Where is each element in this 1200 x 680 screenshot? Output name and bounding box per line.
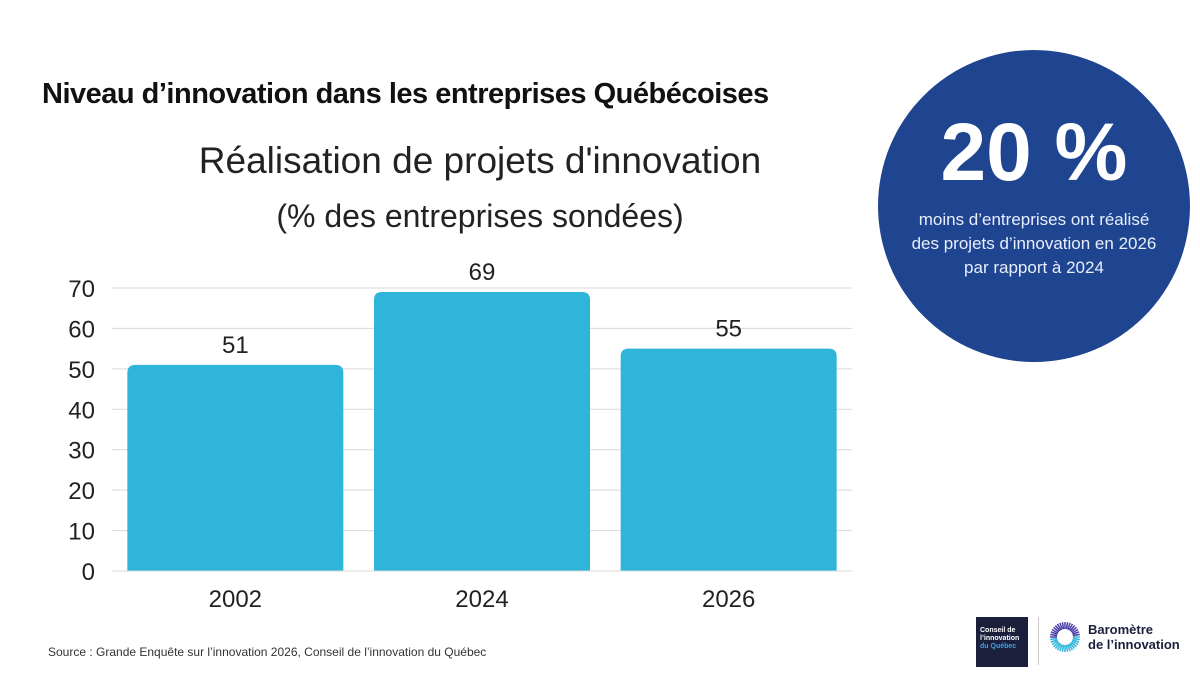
bar [374,292,590,571]
data-label: 55 [715,316,742,343]
x-tick-label: 2024 [455,586,508,613]
y-tick-label: 10 [68,519,95,546]
bar [127,364,344,571]
bar [620,348,837,571]
barometre-ring-icon [1050,622,1080,652]
callout-line: moins d’entreprises ont réalisé [918,210,1150,229]
callout-circle: 20 % moins d’entreprises ont réalisé des… [878,50,1190,362]
y-tick-label: 0 [82,559,95,586]
x-tick-label: 2026 [702,586,755,613]
logo-text: Conseil de [980,627,1016,634]
logo-text: l’innovation [980,635,1020,642]
chart-subtitle: (% des entreprises sondées) [276,198,684,234]
conseil-logo: Conseil de l’innovation du Québec [976,617,1028,667]
y-tick-label: 70 [68,276,95,303]
logo-text: de l’innovation [1088,637,1180,652]
y-tick-label: 60 [68,316,95,343]
logo-divider [1038,617,1039,665]
logo-text: Baromètre [1088,622,1154,637]
data-label: 51 [222,332,249,359]
y-tick-label: 20 [68,478,95,505]
callout-line: des projets d’innovation en 2026 [911,234,1157,253]
main-title: Niveau d’innovation dans les entreprises… [42,78,769,110]
callout-line: par rapport à 2024 [964,258,1104,277]
logo-text: du Québec [980,643,1017,650]
y-tick-label: 50 [68,357,95,384]
bar-chart: 0 10 20 30 40 50 60 70 51 2002 69 2024 55 2026 [68,259,852,613]
barometre-logo: Baromètre de l’innovation [1048,620,1180,654]
source-note: Source : Grande Enquête sur l’innovation… [48,645,487,659]
data-label: 69 [469,259,496,286]
callout-value: 20 % [940,107,1128,198]
y-tick-label: 40 [68,397,95,424]
chart-title: Réalisation de projets d'innovation [198,140,762,181]
x-tick-label: 2002 [209,586,262,613]
y-tick-label: 30 [68,438,95,465]
